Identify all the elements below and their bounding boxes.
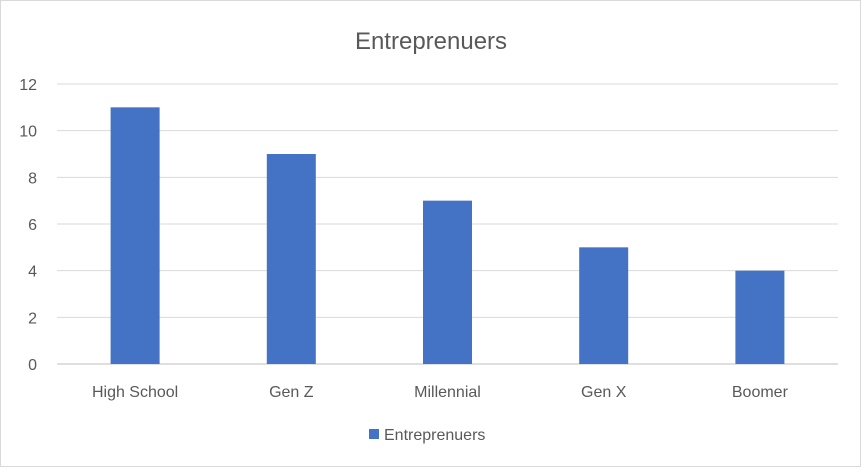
- legend-swatch-entreprenuers: [369, 429, 379, 439]
- y-tick-label: 8: [28, 170, 37, 187]
- x-axis-ticks: High School Gen Z Millennial Gen X Boomer: [92, 384, 789, 401]
- x-tick-label: High School: [92, 384, 178, 401]
- legend: Entreprenuers: [369, 427, 485, 444]
- bar-millennial: [423, 200, 472, 364]
- bar-high-school: [110, 107, 160, 364]
- legend-label-entreprenuers: Entreprenuers: [384, 427, 485, 444]
- y-tick-label: 4: [28, 264, 37, 281]
- x-tick-label: Boomer: [732, 384, 789, 401]
- y-tick-label: 0: [28, 357, 37, 374]
- y-tick-label: 12: [19, 77, 37, 94]
- bar-gen-z: [266, 154, 316, 364]
- y-tick-label: 2: [28, 310, 37, 327]
- y-tick-label: 10: [19, 124, 37, 141]
- x-tick-label: Gen Z: [269, 384, 314, 401]
- y-tick-label: 6: [28, 217, 37, 234]
- bar-boomer: [735, 270, 785, 364]
- bars: [110, 107, 785, 364]
- x-tick-label: Millennial: [414, 384, 481, 401]
- chart-title: Entreprenuers: [355, 28, 507, 55]
- bar-gen-x: [579, 247, 629, 364]
- x-tick-label: Gen X: [581, 384, 627, 401]
- y-axis-ticks: 0 2 4 6 8 10 12: [19, 77, 37, 374]
